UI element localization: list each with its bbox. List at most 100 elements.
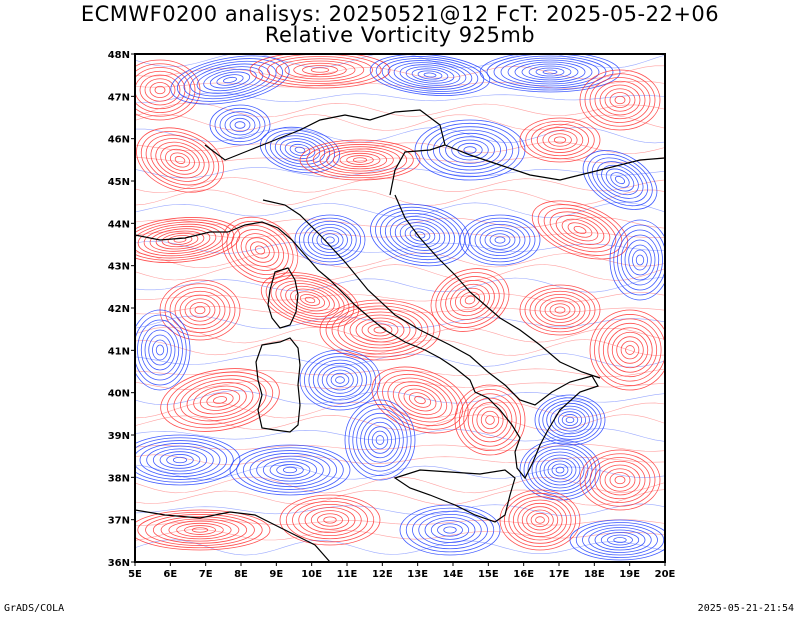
lon-tick-label: 9E (269, 569, 283, 580)
negative-vorticity-contour (364, 421, 396, 459)
positive-vorticity-contour (548, 133, 572, 147)
negative-vorticity-contour (312, 359, 368, 401)
positive-vorticity-contour (186, 382, 254, 418)
positive-vorticity-contour (168, 520, 232, 540)
positive-vorticity-contour (430, 268, 510, 332)
positive-vorticity-contour (231, 225, 289, 275)
lon-tick-label: 8E (234, 569, 248, 580)
positive-vorticity-contour (135, 67, 191, 113)
positive-vorticity-contour (594, 314, 665, 386)
negative-vorticity-contour (308, 356, 372, 404)
negative-vorticity-contour (249, 452, 331, 488)
footer-timestamp: 2025-05-21-21:54 (697, 603, 794, 614)
negative-vorticity-contour (307, 223, 353, 257)
background-contour (135, 80, 665, 89)
lat-tick-label: 40N (108, 389, 130, 400)
positive-vorticity-contour (150, 138, 210, 182)
positive-vorticity-contour (398, 384, 442, 416)
negative-vorticity-contour (146, 445, 214, 475)
plot-subtitle: Relative Vorticity 925mb (264, 23, 536, 47)
lat-tick-label: 44N (108, 219, 130, 230)
positive-vorticity-contour (579, 69, 661, 131)
negative-vorticity-contour (551, 463, 569, 477)
positive-vorticity-contour (194, 305, 206, 315)
negative-vorticity-contour (418, 513, 482, 547)
positive-vorticity-contour (517, 502, 563, 538)
positive-vorticity-contour (160, 368, 280, 432)
positive-vorticity-contour (459, 291, 481, 309)
background-contour (135, 476, 665, 494)
negative-vorticity-contour (170, 55, 290, 105)
lon-tick-label: 5E (128, 569, 142, 580)
negative-vorticity-contour (523, 442, 597, 498)
negative-vorticity-contour (464, 217, 536, 263)
negative-vorticity-contour (561, 414, 579, 426)
background-contour (135, 102, 665, 118)
negative-vorticity-contour (399, 504, 501, 556)
negative-vorticity-contour (224, 114, 256, 136)
negative-vorticity-contour (607, 534, 633, 546)
positive-vorticity-contour (226, 220, 294, 280)
negative-vorticity-contour (375, 435, 385, 445)
negative-vorticity-contour (596, 161, 644, 199)
positive-vorticity-contour (529, 290, 591, 330)
positive-vorticity-contour (299, 139, 421, 181)
negative-vorticity-contour (369, 54, 491, 96)
lon-tick-label: 14E (443, 569, 464, 580)
positive-vorticity-contour (176, 522, 224, 538)
positive-vorticity-contour (589, 309, 665, 391)
negative-vorticity-contour (519, 439, 601, 501)
lat-tick-label: 42N (108, 304, 130, 315)
positive-vorticity-contour (537, 204, 623, 256)
positive-vorticity-contour (270, 277, 350, 323)
lon-tick-label: 16E (513, 569, 534, 580)
lat-tick-label: 45N (108, 177, 130, 188)
lat-tick-label: 39N (108, 431, 130, 442)
negative-vorticity-contour (486, 54, 614, 91)
negative-vorticity-contour (356, 412, 404, 468)
positive-vorticity-contour (339, 152, 381, 168)
negative-vorticity-contour (304, 352, 376, 408)
negative-vorticity-contour (209, 71, 251, 89)
positive-vorticity-contour (589, 77, 651, 123)
negative-vorticity-contour (414, 119, 526, 181)
background-contour (135, 264, 665, 281)
negative-vorticity-contour (289, 143, 311, 157)
lon-tick-label: 13E (407, 569, 428, 580)
positive-vorticity-contour (440, 276, 500, 324)
positive-vorticity-contour (284, 60, 356, 80)
positive-vorticity-contour (302, 65, 338, 75)
negative-vorticity-contour (535, 67, 565, 77)
negative-vorticity-contour (242, 450, 338, 490)
positive-vorticity-contour (206, 392, 234, 408)
positive-vorticity-contour (275, 280, 345, 320)
positive-vorticity-contour (625, 345, 635, 355)
negative-vorticity-contour (135, 437, 234, 483)
africa-coastline (135, 509, 331, 562)
positive-vorticity-contour (304, 296, 316, 304)
negative-vorticity-contour (628, 244, 652, 276)
positive-vorticity-contour (294, 291, 326, 309)
positive-vorticity-contour (180, 378, 260, 422)
positive-vorticity-contour (544, 300, 576, 320)
positive-vorticity-contour (467, 397, 513, 443)
negative-vorticity-contour (393, 62, 467, 88)
positive-vorticity-contour (144, 78, 176, 102)
negative-vorticity-contour (547, 460, 573, 480)
negative-vorticity-contour (344, 399, 416, 481)
positive-vorticity-contour (135, 509, 271, 551)
negative-vorticity-contour (234, 121, 246, 129)
positive-vorticity-contour (614, 95, 626, 105)
positive-vorticity-contour (531, 123, 589, 157)
negative-vorticity-contour (469, 220, 531, 260)
negative-vorticity-contour (348, 404, 412, 476)
lon-tick-label: 20E (655, 569, 676, 580)
background-contour (135, 368, 665, 377)
lon-tick-label: 12E (372, 569, 393, 580)
positive-vorticity-contour (567, 222, 593, 238)
plot-title: ECMWF0200 analisys: 20250521@12 FcT: 202… (80, 2, 720, 26)
latitude-axis: 36N 37N 38N 39N 40N 41N 42N 43N 44N 45N 46N 47N 48N (108, 50, 135, 569)
positive-vorticity-contour (435, 272, 505, 328)
negative-vorticity-contour (166, 454, 194, 466)
positive-vorticity-contour (531, 200, 629, 260)
